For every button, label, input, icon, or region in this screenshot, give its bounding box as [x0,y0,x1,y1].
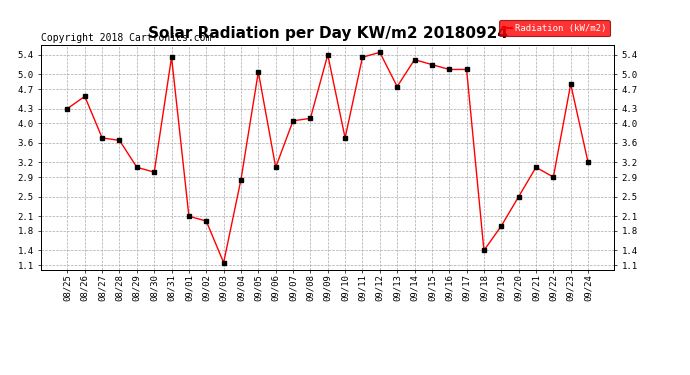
Title: Solar Radiation per Day KW/m2 20180924: Solar Radiation per Day KW/m2 20180924 [148,26,508,41]
Legend: Radiation (kW/m2): Radiation (kW/m2) [500,20,609,36]
Text: Copyright 2018 Cartronics.com: Copyright 2018 Cartronics.com [41,33,212,43]
